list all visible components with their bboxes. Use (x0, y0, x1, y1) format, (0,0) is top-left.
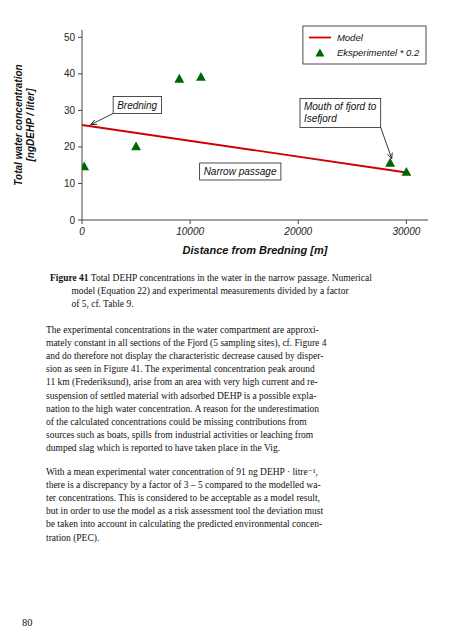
legend-label: Model (337, 32, 364, 43)
x-tick-label: 30000 (392, 226, 420, 237)
annotation-text: Bredning (117, 100, 157, 111)
x-axis-label: Distance from Bredning [m] (183, 244, 328, 256)
x-axis-line (82, 220, 428, 221)
data-point (174, 74, 184, 83)
x-tick (190, 220, 191, 224)
chart: 0 10000 20000 30000 0 10 20 30 40 50 Distance from… (0, 0, 451, 264)
annotation: Narrow passage (200, 163, 281, 180)
y-axis-label: Total water concentration[ngDEHP / liter… (13, 64, 36, 185)
y-tick-label: 10 (64, 178, 76, 189)
x-tick (82, 220, 83, 224)
annotation: Bredning (91, 97, 162, 125)
legend: Model Eksperimentel * 0.2 (303, 26, 426, 64)
caption: Figure 41 Total DEHP concentrations in t… (50, 272, 372, 311)
data-point (131, 141, 141, 150)
y-tick (78, 37, 82, 38)
annotation-box (200, 163, 281, 180)
legend-box (303, 26, 426, 64)
y-tick-label: 40 (64, 68, 76, 79)
data-point (196, 72, 206, 81)
page: 0 10000 20000 30000 0 10 20 30 40 50 Distance from… (0, 0, 451, 640)
x-tick-label: 20000 (283, 226, 312, 237)
y-tick-label: 20 (64, 141, 76, 152)
data-point (385, 158, 395, 167)
x-tick-label: 0 (79, 226, 85, 237)
y-tick (78, 220, 82, 221)
body-text: With a mean experimental water concentra… (46, 466, 323, 545)
legend-swatch (315, 49, 324, 57)
y-tick (78, 110, 82, 111)
data-point (82, 162, 89, 171)
body-text: The experimental concentrations in the w… (46, 324, 326, 455)
page-number: 80 (22, 616, 33, 630)
annotation-box (113, 97, 161, 114)
annotation-box (300, 98, 381, 127)
x-tick (298, 220, 299, 224)
caption-label: Figure 41 (50, 273, 89, 283)
y-tick-label: 30 (64, 105, 76, 116)
annotation-arrow (381, 127, 392, 158)
legend-label: Eksperimentel * 0.2 (337, 47, 420, 58)
y-tick-label: 0 (69, 215, 75, 226)
annotation-arrow (91, 114, 113, 125)
plot-area (82, 72, 411, 176)
annotation-text: Mouth of fjord toIsefjord (304, 101, 377, 124)
annotation: Mouth of fjord toIsefjord (300, 98, 392, 158)
y-tick-label: 50 (64, 32, 76, 43)
y-tick (78, 73, 82, 74)
x-tick-label: 10000 (176, 226, 204, 237)
legend-swatch (309, 37, 331, 39)
data-point (401, 167, 411, 176)
x-tick (406, 220, 407, 224)
y-tick (78, 183, 82, 184)
caption-text: Total DEHP concentrations in the water i… (50, 273, 372, 309)
y-tick (78, 146, 82, 147)
annotation-text: Narrow passage (204, 166, 277, 177)
